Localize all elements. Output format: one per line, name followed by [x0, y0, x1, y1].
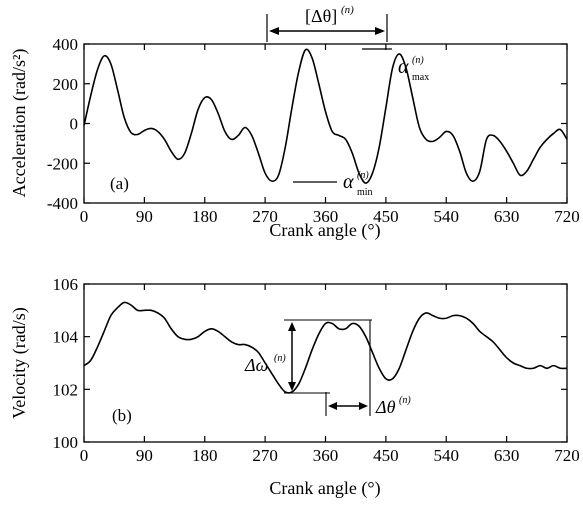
- alpha-max-sub: max: [412, 72, 429, 83]
- x-tick-label: 90: [136, 207, 153, 226]
- x-tick-label: 630: [494, 446, 520, 465]
- delta-theta-bracket-sup: (n): [341, 4, 354, 16]
- x-tick-label: 720: [554, 446, 580, 465]
- alpha-min-sup: (n): [357, 170, 369, 181]
- alpha-max-sup: (n): [412, 55, 424, 66]
- y-ticks-b: 106 104 102 100: [53, 275, 567, 452]
- x-tick-label: 0: [80, 207, 89, 226]
- panel-label-a: (a): [110, 174, 129, 193]
- y-tick-label: 100: [53, 433, 79, 452]
- alpha-min-sub: min: [357, 187, 373, 198]
- velocity-line: [83, 301, 568, 394]
- alpha-min-symbol: α: [343, 171, 354, 193]
- delta-omega-label: Δω: [244, 355, 268, 375]
- y-tick-label: 0: [70, 115, 79, 134]
- x-axis-title-b: Crank angle (°): [269, 478, 380, 499]
- x-tick-label: 450: [373, 446, 399, 465]
- x-tick-label: 630: [494, 207, 520, 226]
- x-tick-label: 270: [252, 446, 278, 465]
- x-tick-label: 540: [434, 446, 460, 465]
- delta-theta-arrowhead-right-b: [359, 402, 368, 410]
- y-tick-label: -400: [47, 194, 78, 213]
- delta-theta-arrowhead-left: [269, 27, 279, 35]
- y-tick-label: 200: [53, 75, 79, 94]
- y-tick-label: 102: [53, 380, 79, 399]
- acceleration-line: [83, 48, 568, 184]
- x-tick-label: 180: [192, 446, 218, 465]
- alpha-max-symbol: α: [398, 56, 409, 78]
- y-ticks-a: 400 200 0 -200 -400: [47, 35, 567, 213]
- x-tick-label: 720: [554, 207, 580, 226]
- x-tick-label: 540: [434, 207, 460, 226]
- delta-omega-arrowhead-bottom: [288, 382, 296, 391]
- x-tick-label: 0: [80, 446, 89, 465]
- acceleration-panel: 0 90 180 270 360 450 540 630 720 400 200 0 -200 -400…: [9, 4, 580, 241]
- y-tick-label: 400: [53, 35, 79, 54]
- delta-theta-label-b: Δθ: [375, 397, 396, 417]
- delta-theta-arrowhead-left-b: [328, 402, 337, 410]
- x-axis-title-a: Crank angle (°): [269, 220, 380, 241]
- x-ticks-a: 0 90 180 270 360 450 540 630 720: [80, 44, 580, 226]
- delta-theta-arrowhead-right: [375, 27, 385, 35]
- delta-omega-sup: (n): [274, 353, 286, 364]
- y-axis-title-b: Velocity (rad/s): [9, 307, 30, 418]
- y-tick-label: -200: [47, 154, 78, 173]
- delta-theta-sup-b: (n): [399, 395, 411, 406]
- x-tick-label: 270: [252, 207, 278, 226]
- x-tick-label: 90: [136, 446, 153, 465]
- x-tick-label: 360: [313, 446, 339, 465]
- delta-omega-arrowhead-top: [288, 322, 296, 331]
- velocity-panel: 0 90 180 270 360 450 540 630 720 106 104 102 100 Cr…: [9, 275, 580, 499]
- x-tick-label: 450: [373, 207, 399, 226]
- x-tick-label: 180: [192, 207, 218, 226]
- y-tick-label: 106: [53, 275, 79, 294]
- x-tick-label: 360: [313, 207, 339, 226]
- plot-frame-b: [83, 283, 568, 443]
- panel-label-b: (b): [112, 406, 132, 425]
- x-ticks-b: 0 90 180 270 360 450 540 630 720: [80, 284, 580, 465]
- y-axis-title-a: Acceleration (rad/s²): [9, 49, 30, 198]
- delta-theta-bracket-label: [Δθ]: [305, 6, 337, 26]
- y-tick-label: 104: [53, 328, 79, 347]
- plot-frame-a: [83, 43, 568, 204]
